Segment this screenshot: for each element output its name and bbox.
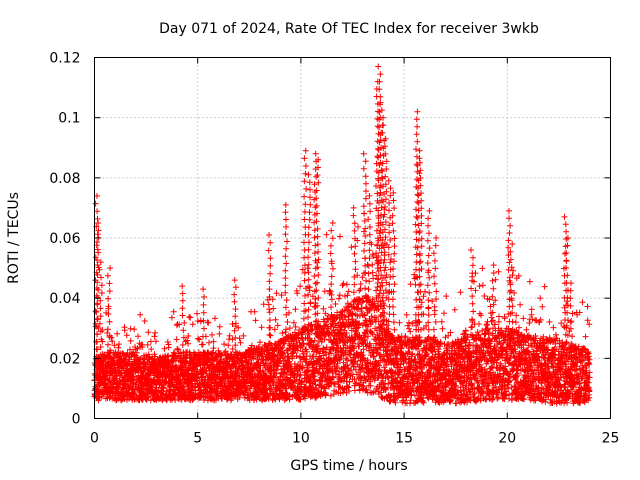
- roti-peak-point: [424, 207, 433, 341]
- y-tick-label: 0: [72, 412, 81, 428]
- data-points: [91, 63, 593, 407]
- x-tick-label: 0: [90, 431, 99, 447]
- y-tick-label: 0.02: [49, 351, 80, 367]
- roti-peak-point: [313, 156, 322, 324]
- x-tick-labels: 0 5 10 15 20 25: [90, 431, 619, 447]
- x-tick-label: 15: [395, 431, 413, 447]
- y-tick-label: 0.1: [58, 111, 80, 127]
- roti-peak-point: [305, 171, 314, 328]
- y-tick-label: 0.08: [49, 171, 80, 187]
- y-tick-labels: 0 0.02 0.04 0.06 0.08 0.1 0.12: [49, 51, 80, 428]
- roti-peak-point: [104, 265, 114, 356]
- roti-peak-point: [567, 280, 576, 347]
- roti-peak-point: [375, 63, 384, 312]
- y-tick-label: 0.06: [49, 231, 80, 247]
- roti-peak-point: [505, 207, 514, 332]
- roti-peak-point: [282, 201, 291, 340]
- y-axis-label: ROTI / TECUs: [6, 192, 22, 284]
- roti-peak-point: [360, 150, 369, 299]
- roti-peak-point: [265, 232, 274, 347]
- axis-ticks: [94, 57, 611, 419]
- roti-peak-point: [179, 283, 188, 356]
- roti-peak-point: [379, 114, 388, 320]
- x-tick-label: 5: [193, 431, 202, 447]
- roti-peak-point: [468, 247, 477, 338]
- roti-peak-point: [389, 189, 398, 341]
- x-tick-label: 25: [602, 431, 620, 447]
- x-tick-label: 10: [292, 431, 310, 447]
- y-tick-label: 0.04: [49, 291, 80, 307]
- roti-peak-point: [430, 235, 440, 341]
- roti-peak-point: [300, 147, 310, 330]
- roti-peak-point: [350, 204, 359, 303]
- roti-peak-point: [507, 241, 516, 333]
- roti-peak-point: [381, 135, 390, 324]
- roti-points-cloud: [91, 210, 593, 407]
- chart-title: Day 071 of 2024, Rate Of TEC Index for r…: [159, 21, 539, 37]
- roti-peak-point: [231, 277, 239, 356]
- x-axis-label: GPS time / hours: [290, 458, 407, 474]
- y-tick-label: 0.12: [49, 51, 80, 67]
- x-tick-label: 20: [498, 431, 516, 447]
- roti-peak-point: [96, 259, 105, 358]
- roti-peak-point: [416, 159, 425, 341]
- roti-peak-point: [199, 286, 207, 356]
- roti-peak-point: [365, 192, 374, 300]
- roti-peak-point: [489, 262, 497, 332]
- roti-peak-point: [327, 220, 336, 318]
